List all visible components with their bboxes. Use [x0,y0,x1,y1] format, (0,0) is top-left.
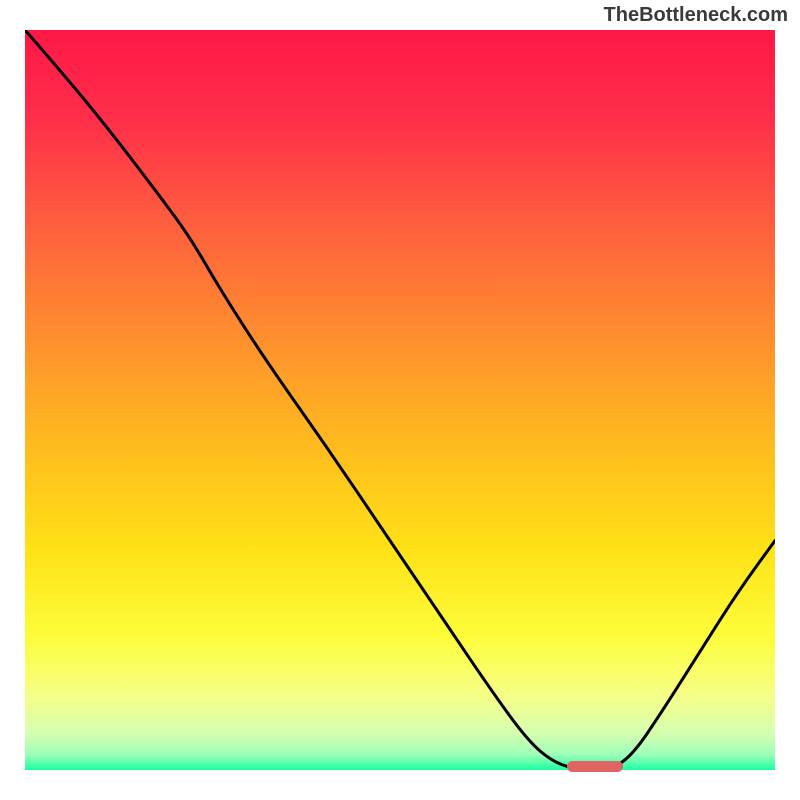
optimal-marker [567,761,623,772]
bottleneck-chart [25,30,775,770]
watermark-text: TheBottleneck.com [604,4,788,27]
bottleneck-curve [25,30,775,770]
